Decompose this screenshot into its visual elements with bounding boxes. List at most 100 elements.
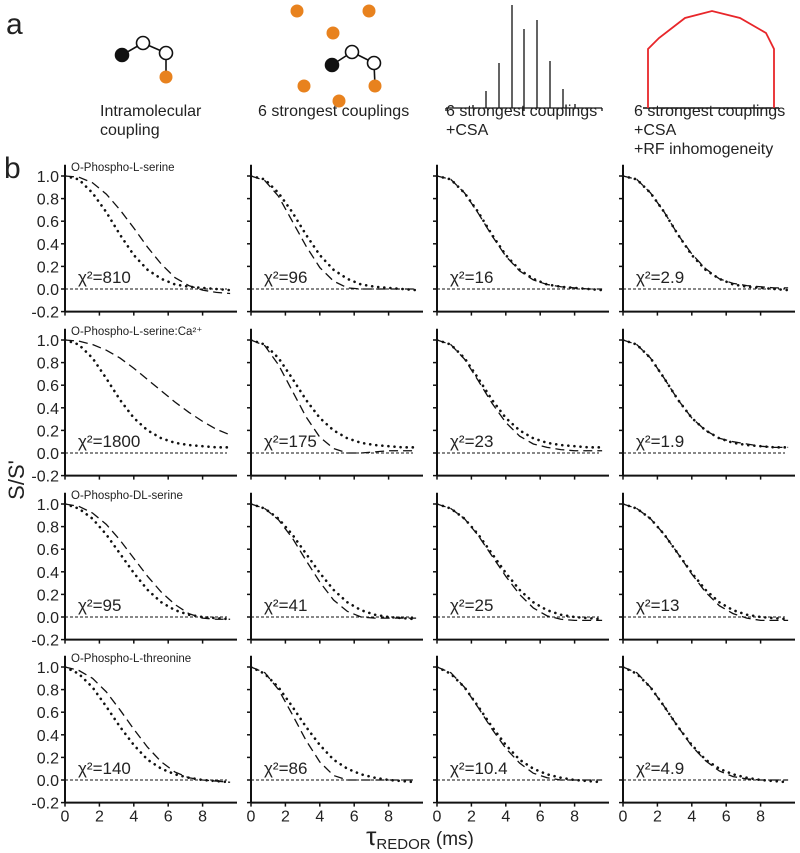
panel-label-a: a (6, 8, 23, 41)
caption-six-couplings-csa-rf: 6 strongest couplings +CSA +RF inhomogen… (634, 103, 786, 158)
x-tick-label: 0 (619, 809, 628, 826)
chi-squared-label: χ²=810 (78, 268, 131, 287)
x-axis-label-unit: (ms) (431, 829, 474, 850)
plot-panel: 1.0 0.8 0.6 0.4 0.2 0.0 -0.20 2 4 6 8 χ²=140 O-Phosp… (31, 653, 237, 826)
experiment-curve (435, 338, 604, 449)
compound-label: O-Phospho-L-serine:Ca²⁺ (71, 326, 202, 338)
x-tick-label: 6 (350, 809, 359, 826)
plot-panel: χ²=25 (433, 492, 609, 644)
plot-panel: χ²=2.9 (619, 164, 795, 316)
chi-squared-label: χ²=1800 (78, 432, 140, 451)
x-axis-label: τREDOR (ms) (366, 821, 474, 853)
x-tick-label: 4 (315, 809, 324, 826)
x-tick-label: 8 (384, 809, 393, 826)
x-tick-label: 8 (756, 809, 765, 826)
caption-six-couplings-csa: 6 strongest couplings +CSA (446, 103, 598, 139)
chi-squared-label: χ²=86 (264, 759, 307, 778)
x-tick-label: 2 (281, 809, 290, 826)
x-axis-label-tau: τ (366, 821, 377, 851)
simulation-curve (64, 503, 231, 620)
plot-panel: 0 2 4 6 8 χ²=86 (247, 655, 423, 826)
plot-panel: χ²=175 (247, 328, 423, 480)
simulation-curve (622, 666, 789, 781)
x-tick-label: 2 (467, 809, 476, 826)
panel-label-b: b (4, 152, 21, 185)
experiment-curve (435, 502, 604, 621)
x-tick-label: 4 (129, 809, 138, 826)
y-tick-label: 0.8 (37, 356, 59, 373)
simulation-curve (436, 666, 603, 781)
plot-panel: 1.0 0.8 0.6 0.4 0.2 0.0 -0.2 χ²=95 O-Phospho-DL-… (31, 490, 237, 650)
caption-six-couplings: 6 strongest couplings (258, 103, 410, 120)
simulation-curve (250, 666, 417, 781)
plot-panel: χ²=13 (619, 492, 795, 644)
y-tick-label: 0.0 (37, 610, 59, 627)
chi-squared-label: χ²=25 (450, 596, 493, 615)
y-tick-label: 0.4 (37, 401, 59, 418)
experiment-curve (249, 338, 418, 449)
x-tick-label: 4 (501, 809, 510, 826)
y-tick-label: 0.0 (37, 282, 59, 299)
x-tick-label: 4 (687, 809, 696, 826)
compound-label: O-Phospho-L-serine (71, 162, 175, 174)
x-tick-label: 2 (95, 809, 104, 826)
chi-squared-label: χ²=95 (78, 596, 121, 615)
y-axis-label: S/S' (4, 460, 29, 500)
y-tick-label: 0.0 (37, 773, 59, 790)
y-tick-label: 0.2 (37, 750, 59, 767)
y-tick-label: 0.2 (37, 587, 59, 604)
chi-squared-label: χ²=4.9 (636, 759, 684, 778)
y-tick-label: 0.2 (37, 423, 59, 440)
plot-panel: χ²=96 (247, 164, 423, 316)
experiment-curve (621, 502, 790, 621)
redor-plot-grid: 1.0 0.8 0.6 0.4 0.2 0.0 -0.2 χ²=810 O-Phospho-L-… (31, 162, 795, 826)
plot-panel: 0 2 4 6 8 χ²=10.4 (433, 655, 609, 826)
y-tick-label: 0.8 (37, 192, 59, 209)
y-tick-label: 1.0 (37, 497, 59, 514)
plot-panel: 0 2 4 6 8 χ²=4.9 (619, 655, 795, 826)
compound-label: O-Phospho-L-threonine (71, 653, 191, 665)
x-tick-label: 6 (536, 809, 545, 826)
y-tick-label: 0.0 (37, 446, 59, 463)
chi-squared-label: χ²=10.4 (450, 759, 508, 778)
plot-panel: χ²=16 (433, 164, 609, 316)
y-tick-label: 0.2 (37, 259, 59, 276)
chi-squared-label: χ²=2.9 (636, 268, 684, 287)
simulation-curve (64, 175, 231, 295)
x-tick-label: 0 (247, 809, 256, 826)
y-tick-label: 0.8 (37, 520, 59, 537)
simulation-curve (250, 175, 417, 290)
x-tick-label: 0 (433, 809, 442, 826)
x-tick-label: 0 (61, 809, 70, 826)
experiment-curve (249, 174, 418, 292)
y-tick-label: 1.0 (37, 169, 59, 186)
experiment-curve (63, 174, 232, 292)
y-tick-label: 0.6 (37, 542, 59, 559)
experiment-curve (249, 502, 418, 621)
y-tick-label: -0.2 (31, 469, 59, 486)
six-couplings-molecule-icon (290, 4, 382, 108)
y-tick-label: 0.4 (37, 237, 59, 254)
y-tick-label: -0.2 (31, 796, 59, 813)
experiment-curve (621, 174, 790, 292)
x-axis-label-subscript: REDOR (376, 836, 430, 853)
x-tick-label: 8 (570, 809, 579, 826)
plot-panel: 1.0 0.8 0.6 0.4 0.2 0.0 -0.2 χ²=810 O-Phospho-L-… (31, 162, 237, 322)
experiment-curve (63, 502, 232, 621)
chi-squared-label: χ²=140 (78, 759, 131, 778)
chi-squared-label: χ²=1.9 (636, 432, 684, 451)
y-tick-label: 0.6 (37, 705, 59, 722)
chi-squared-label: χ²=23 (450, 432, 493, 451)
simulation-curve (64, 666, 231, 783)
y-tick-label: 0.8 (37, 683, 59, 700)
y-tick-label: 0.4 (37, 565, 59, 582)
y-tick-label: 0.6 (37, 214, 59, 231)
csa-spinning-sideband-spectrum-icon (445, 5, 603, 111)
y-tick-label: -0.2 (31, 633, 59, 650)
rf-inhomogeneity-profile-icon (643, 10, 779, 109)
x-tick-label: 2 (653, 809, 662, 826)
chi-squared-label: χ²=41 (264, 596, 307, 615)
experiment-curve (63, 338, 232, 449)
y-tick-label: 0.6 (37, 378, 59, 395)
